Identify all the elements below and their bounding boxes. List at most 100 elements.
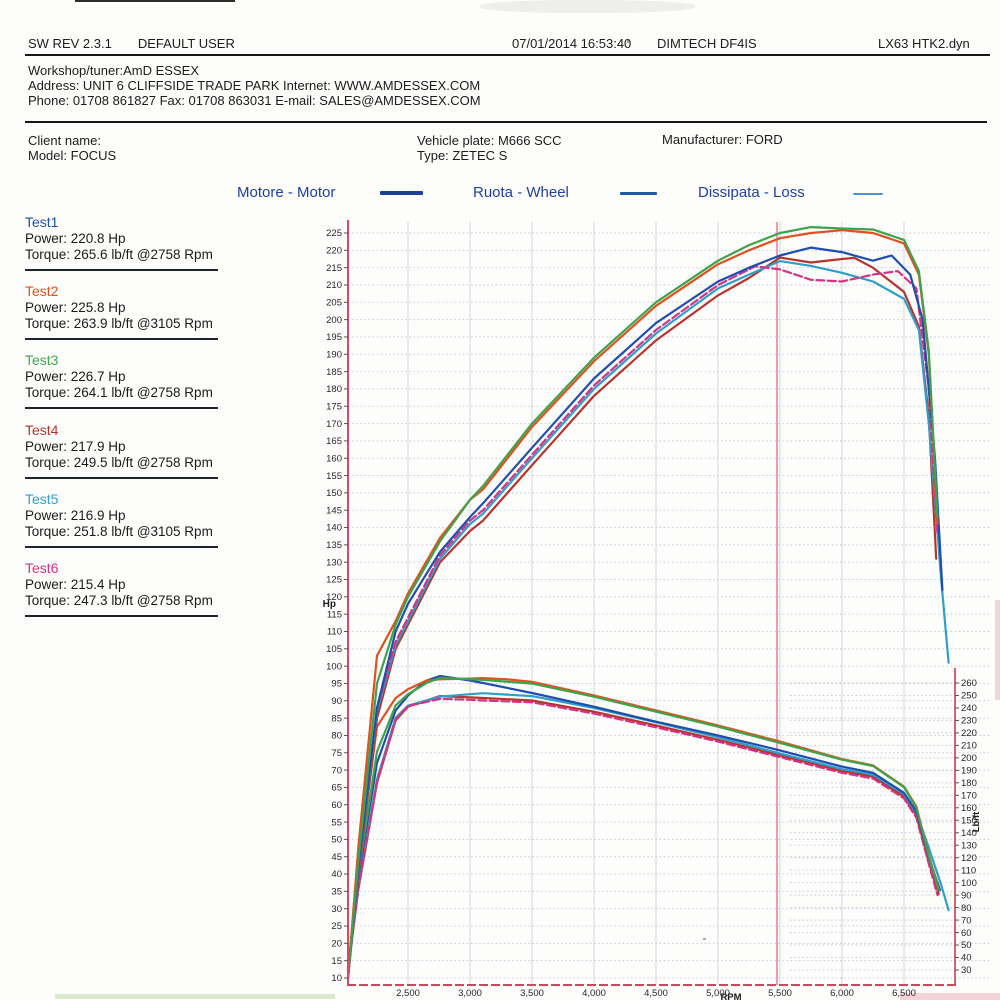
workshop-phone: Phone: 01708 861827 Fax: 01708 863031 E-… bbox=[28, 93, 481, 108]
left-tick-label: 35 bbox=[331, 887, 342, 898]
left-tick-label: 45 bbox=[331, 852, 342, 863]
section-rule bbox=[25, 121, 987, 123]
manufacturer: Manufacturer: FORD bbox=[662, 132, 783, 147]
left-tick-label: 80 bbox=[331, 731, 342, 742]
test-torque-value: Torque: 251.8 lb/ft @3105 Rpm bbox=[25, 524, 213, 539]
left-tick-label: 195 bbox=[326, 332, 342, 343]
test-power-value: Power: 215.4 Hp bbox=[25, 577, 126, 592]
header-user: DEFAULT USER bbox=[137, 36, 235, 51]
right-tick-label: 140 bbox=[961, 828, 977, 839]
test-separator bbox=[25, 407, 218, 409]
curve-Test3-power bbox=[346, 226, 939, 980]
test-separator bbox=[25, 338, 218, 340]
left-tick-label: 130 bbox=[326, 557, 342, 568]
x-tick-label: 4,500 bbox=[644, 988, 668, 999]
right-tick-label: 60 bbox=[961, 928, 972, 939]
test-torque-value: Torque: 247.3 lb/ft @2758 Rpm bbox=[25, 593, 213, 608]
x-tick-label: 2,500 bbox=[396, 988, 420, 999]
right-tick-label: 70 bbox=[961, 915, 972, 926]
legend-label-motor: Motore - Motor bbox=[237, 184, 336, 201]
right-tick-label: 180 bbox=[961, 778, 977, 789]
right-tick-label: 30 bbox=[961, 965, 972, 976]
x-axis-title: RPM bbox=[720, 992, 741, 1000]
curve-Test4-torque bbox=[346, 694, 940, 972]
right-tick-label: 120 bbox=[961, 853, 977, 864]
test-name: Test3 bbox=[25, 352, 59, 368]
x-tick-label: 3,500 bbox=[520, 988, 544, 999]
left-tick-label: 95 bbox=[331, 679, 342, 690]
curve-Test3-torque bbox=[346, 676, 940, 972]
test-result-block: Test2 Power: 225.8 Hp Torque: 263.9 lb/ft … bbox=[25, 283, 221, 340]
left-tick-label: 20 bbox=[331, 939, 342, 950]
right-tick-label: 200 bbox=[961, 753, 977, 764]
workshop-address: Address: UNIT 6 CLIFFSIDE TRADE PARK Int… bbox=[28, 78, 481, 93]
curve-Test5-torque bbox=[346, 692, 950, 972]
test-power-value: Power: 225.8 Hp bbox=[25, 300, 126, 315]
right-tick-label: 90 bbox=[961, 890, 972, 901]
left-tick-label: 150 bbox=[326, 488, 342, 499]
legend-label-wheel: Ruota - Wheel bbox=[473, 184, 569, 201]
x-tick-label: 4,000 bbox=[582, 988, 606, 999]
test-result-block: Test6 Power: 215.4 Hp Torque: 247.3 lb/ft … bbox=[25, 560, 221, 617]
right-tick-label: 210 bbox=[961, 741, 977, 752]
left-tick-label: 185 bbox=[326, 367, 342, 378]
header-filename: LX63 HTK2.dyn bbox=[878, 36, 970, 51]
legend-label-loss: Dissipata - Loss bbox=[698, 184, 805, 201]
test-result-block: Test1 Power: 220.8 Hp Torque: 265.6 lb/ft … bbox=[25, 214, 221, 271]
curve-Test5-power bbox=[346, 260, 950, 980]
legend-line-wheel bbox=[620, 192, 657, 195]
left-tick-label: 25 bbox=[331, 921, 342, 932]
workshop-block: Workshop/tuner:AmD ESSEX Address: UNIT 6… bbox=[28, 63, 481, 108]
client-model: Model: FOCUS bbox=[28, 148, 117, 163]
scan-edge-mark bbox=[75, 0, 235, 2]
test-torque-value: Torque: 264.1 lb/ft @2758 Rpm bbox=[25, 385, 213, 400]
left-tick-label: 215 bbox=[326, 263, 342, 274]
x-tick-label: 5,500 bbox=[768, 988, 792, 999]
header-left: SW REV 2.3.1 DEFAULT USER bbox=[28, 36, 235, 51]
left-tick-label: 165 bbox=[326, 436, 342, 447]
right-tick-label: 260 bbox=[961, 678, 977, 689]
left-tick-label: 90 bbox=[331, 696, 342, 707]
test-result-block: Test3 Power: 226.7 Hp Torque: 264.1 lb/ft … bbox=[25, 352, 221, 409]
left-tick-label: 220 bbox=[326, 246, 342, 257]
header-datetime: 07/01/2014 16:53:40 bbox=[512, 36, 632, 51]
left-tick-label: 155 bbox=[326, 471, 342, 482]
left-tick-label: 200 bbox=[326, 315, 342, 326]
x-tick-label: 6,000 bbox=[830, 988, 854, 999]
curve-Test6-power bbox=[346, 265, 939, 980]
test-name: Test5 bbox=[25, 491, 59, 507]
test-name: Test1 bbox=[25, 214, 59, 230]
right-tick-label: 230 bbox=[961, 716, 977, 727]
right-tick-label: 100 bbox=[961, 878, 977, 889]
right-tick-label: 50 bbox=[961, 940, 972, 951]
left-tick-label: 10 bbox=[331, 973, 342, 984]
curve-Test1-torque bbox=[346, 674, 942, 972]
test-torque-value: Torque: 265.6 lb/ft @2758 Rpm bbox=[25, 247, 213, 262]
test-power-value: Power: 226.7 Hp bbox=[25, 369, 126, 384]
left-tick-label: 75 bbox=[331, 748, 342, 759]
test-separator bbox=[25, 269, 218, 271]
left-tick-label: 225 bbox=[326, 228, 342, 239]
right-tick-label: 250 bbox=[961, 691, 977, 702]
test-power-value: Power: 216.9 Hp bbox=[25, 508, 126, 523]
software-revision: SW REV 2.3.1 bbox=[28, 36, 112, 51]
test-name: Test2 bbox=[25, 283, 59, 299]
left-tick-label: 135 bbox=[326, 540, 342, 551]
test-result-block: Test4 Power: 217.9 Hp Torque: 249.5 lb/ft … bbox=[25, 422, 221, 479]
right-tick-label: 40 bbox=[961, 953, 972, 964]
client-name-label: Client name: bbox=[28, 133, 101, 148]
left-tick-label: 30 bbox=[331, 904, 342, 915]
left-tick-label: 110 bbox=[327, 627, 342, 638]
scan-smudge-top bbox=[480, 0, 695, 13]
left-tick-label: 60 bbox=[331, 800, 342, 811]
legend-line-motor bbox=[380, 191, 423, 195]
legend-line-loss bbox=[853, 193, 883, 195]
x-tick-label: 6,500 bbox=[892, 988, 916, 999]
left-tick-label: 205 bbox=[326, 298, 342, 309]
test-torque-value: Torque: 263.9 lb/ft @3105 Rpm bbox=[25, 316, 213, 331]
test-name: Test4 bbox=[25, 422, 59, 438]
workshop-tuner: Workshop/tuner:AmD ESSEX bbox=[28, 63, 199, 78]
right-tick-label: 150 bbox=[961, 815, 977, 826]
left-tick-label: 190 bbox=[326, 349, 342, 360]
test-name: Test6 bbox=[25, 560, 59, 576]
